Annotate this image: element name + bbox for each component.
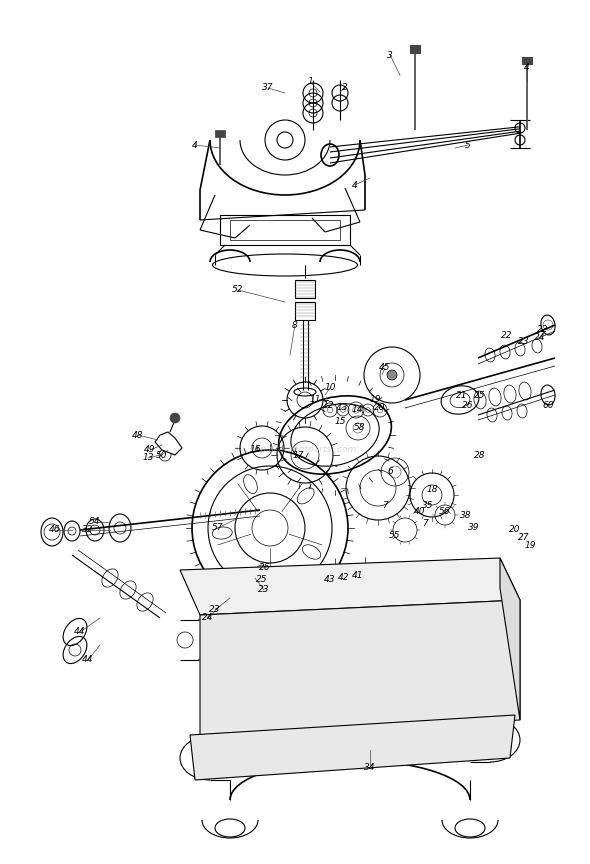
Circle shape bbox=[387, 370, 397, 380]
Text: 17: 17 bbox=[292, 450, 304, 460]
Text: 10: 10 bbox=[324, 384, 336, 392]
Text: 7: 7 bbox=[422, 518, 428, 528]
Text: 24: 24 bbox=[202, 613, 214, 622]
Text: 6: 6 bbox=[387, 467, 393, 477]
Text: 7: 7 bbox=[382, 500, 388, 510]
Ellipse shape bbox=[455, 819, 485, 837]
Polygon shape bbox=[155, 432, 182, 455]
Text: 56: 56 bbox=[439, 507, 451, 517]
Bar bbox=[220, 215, 350, 245]
Text: 52: 52 bbox=[232, 285, 244, 295]
Text: 40: 40 bbox=[414, 507, 426, 517]
Text: 12: 12 bbox=[322, 401, 334, 410]
Polygon shape bbox=[180, 558, 520, 615]
Bar bbox=[230, 220, 340, 240]
Text: 45: 45 bbox=[379, 364, 391, 372]
Text: 20: 20 bbox=[374, 403, 386, 412]
Text: 14: 14 bbox=[351, 405, 363, 415]
Text: 39: 39 bbox=[468, 524, 480, 532]
Text: 37: 37 bbox=[262, 84, 274, 92]
Text: 26: 26 bbox=[259, 563, 271, 573]
Text: 43: 43 bbox=[324, 575, 336, 585]
Text: 42: 42 bbox=[338, 574, 350, 582]
Text: 13: 13 bbox=[142, 454, 154, 462]
Text: 19: 19 bbox=[525, 541, 536, 550]
Text: 5: 5 bbox=[465, 141, 471, 149]
Bar bbox=[410, 45, 420, 53]
Text: 48: 48 bbox=[132, 430, 144, 440]
Text: 23: 23 bbox=[258, 586, 270, 594]
Text: 22: 22 bbox=[537, 326, 549, 334]
Text: 8: 8 bbox=[292, 321, 298, 329]
Text: 49: 49 bbox=[144, 446, 156, 454]
Ellipse shape bbox=[41, 518, 63, 546]
Polygon shape bbox=[190, 715, 515, 780]
Text: 60: 60 bbox=[542, 401, 554, 410]
Text: 22: 22 bbox=[502, 331, 513, 340]
Text: 27: 27 bbox=[518, 533, 530, 543]
Text: 4: 4 bbox=[352, 181, 358, 189]
Text: 20: 20 bbox=[509, 525, 521, 535]
Text: 23: 23 bbox=[209, 606, 221, 614]
Bar bbox=[320, 568, 380, 584]
Text: 21: 21 bbox=[456, 391, 468, 399]
Bar bbox=[295, 280, 315, 298]
Bar bbox=[215, 130, 225, 137]
Text: 15: 15 bbox=[335, 417, 346, 427]
Text: e    replacementparts .com: e replacementparts .com bbox=[234, 446, 356, 454]
Text: 11: 11 bbox=[309, 396, 321, 404]
Polygon shape bbox=[500, 558, 520, 720]
Text: 57: 57 bbox=[212, 524, 224, 532]
Text: 46: 46 bbox=[49, 525, 61, 535]
Text: 16: 16 bbox=[249, 446, 261, 454]
Text: 55: 55 bbox=[389, 530, 401, 539]
Text: 19: 19 bbox=[369, 396, 381, 404]
Text: 44: 44 bbox=[82, 656, 94, 664]
Text: 13: 13 bbox=[336, 403, 348, 412]
Text: 4: 4 bbox=[192, 141, 198, 149]
Ellipse shape bbox=[215, 819, 245, 837]
Text: 25: 25 bbox=[256, 575, 268, 585]
Text: 32: 32 bbox=[82, 525, 94, 535]
Text: 26: 26 bbox=[462, 401, 474, 410]
Text: 4: 4 bbox=[524, 63, 530, 73]
Text: 54: 54 bbox=[89, 518, 101, 526]
Text: 18: 18 bbox=[426, 486, 438, 494]
Text: 38: 38 bbox=[460, 511, 472, 519]
Text: 28: 28 bbox=[474, 450, 486, 460]
Bar bbox=[522, 57, 532, 64]
Bar bbox=[295, 302, 315, 320]
Text: 25: 25 bbox=[474, 391, 486, 399]
Circle shape bbox=[170, 413, 180, 423]
Text: 24: 24 bbox=[535, 333, 546, 341]
Text: 35: 35 bbox=[422, 501, 434, 511]
Text: 3: 3 bbox=[387, 50, 393, 60]
Text: 1: 1 bbox=[307, 78, 313, 86]
Text: 41: 41 bbox=[352, 570, 364, 580]
Polygon shape bbox=[200, 600, 520, 735]
Text: 2: 2 bbox=[342, 84, 348, 92]
Text: 58: 58 bbox=[354, 423, 366, 433]
Text: 23: 23 bbox=[518, 338, 530, 346]
Text: 50: 50 bbox=[156, 450, 168, 460]
Text: 44: 44 bbox=[74, 627, 86, 637]
Text: 34: 34 bbox=[364, 764, 376, 772]
